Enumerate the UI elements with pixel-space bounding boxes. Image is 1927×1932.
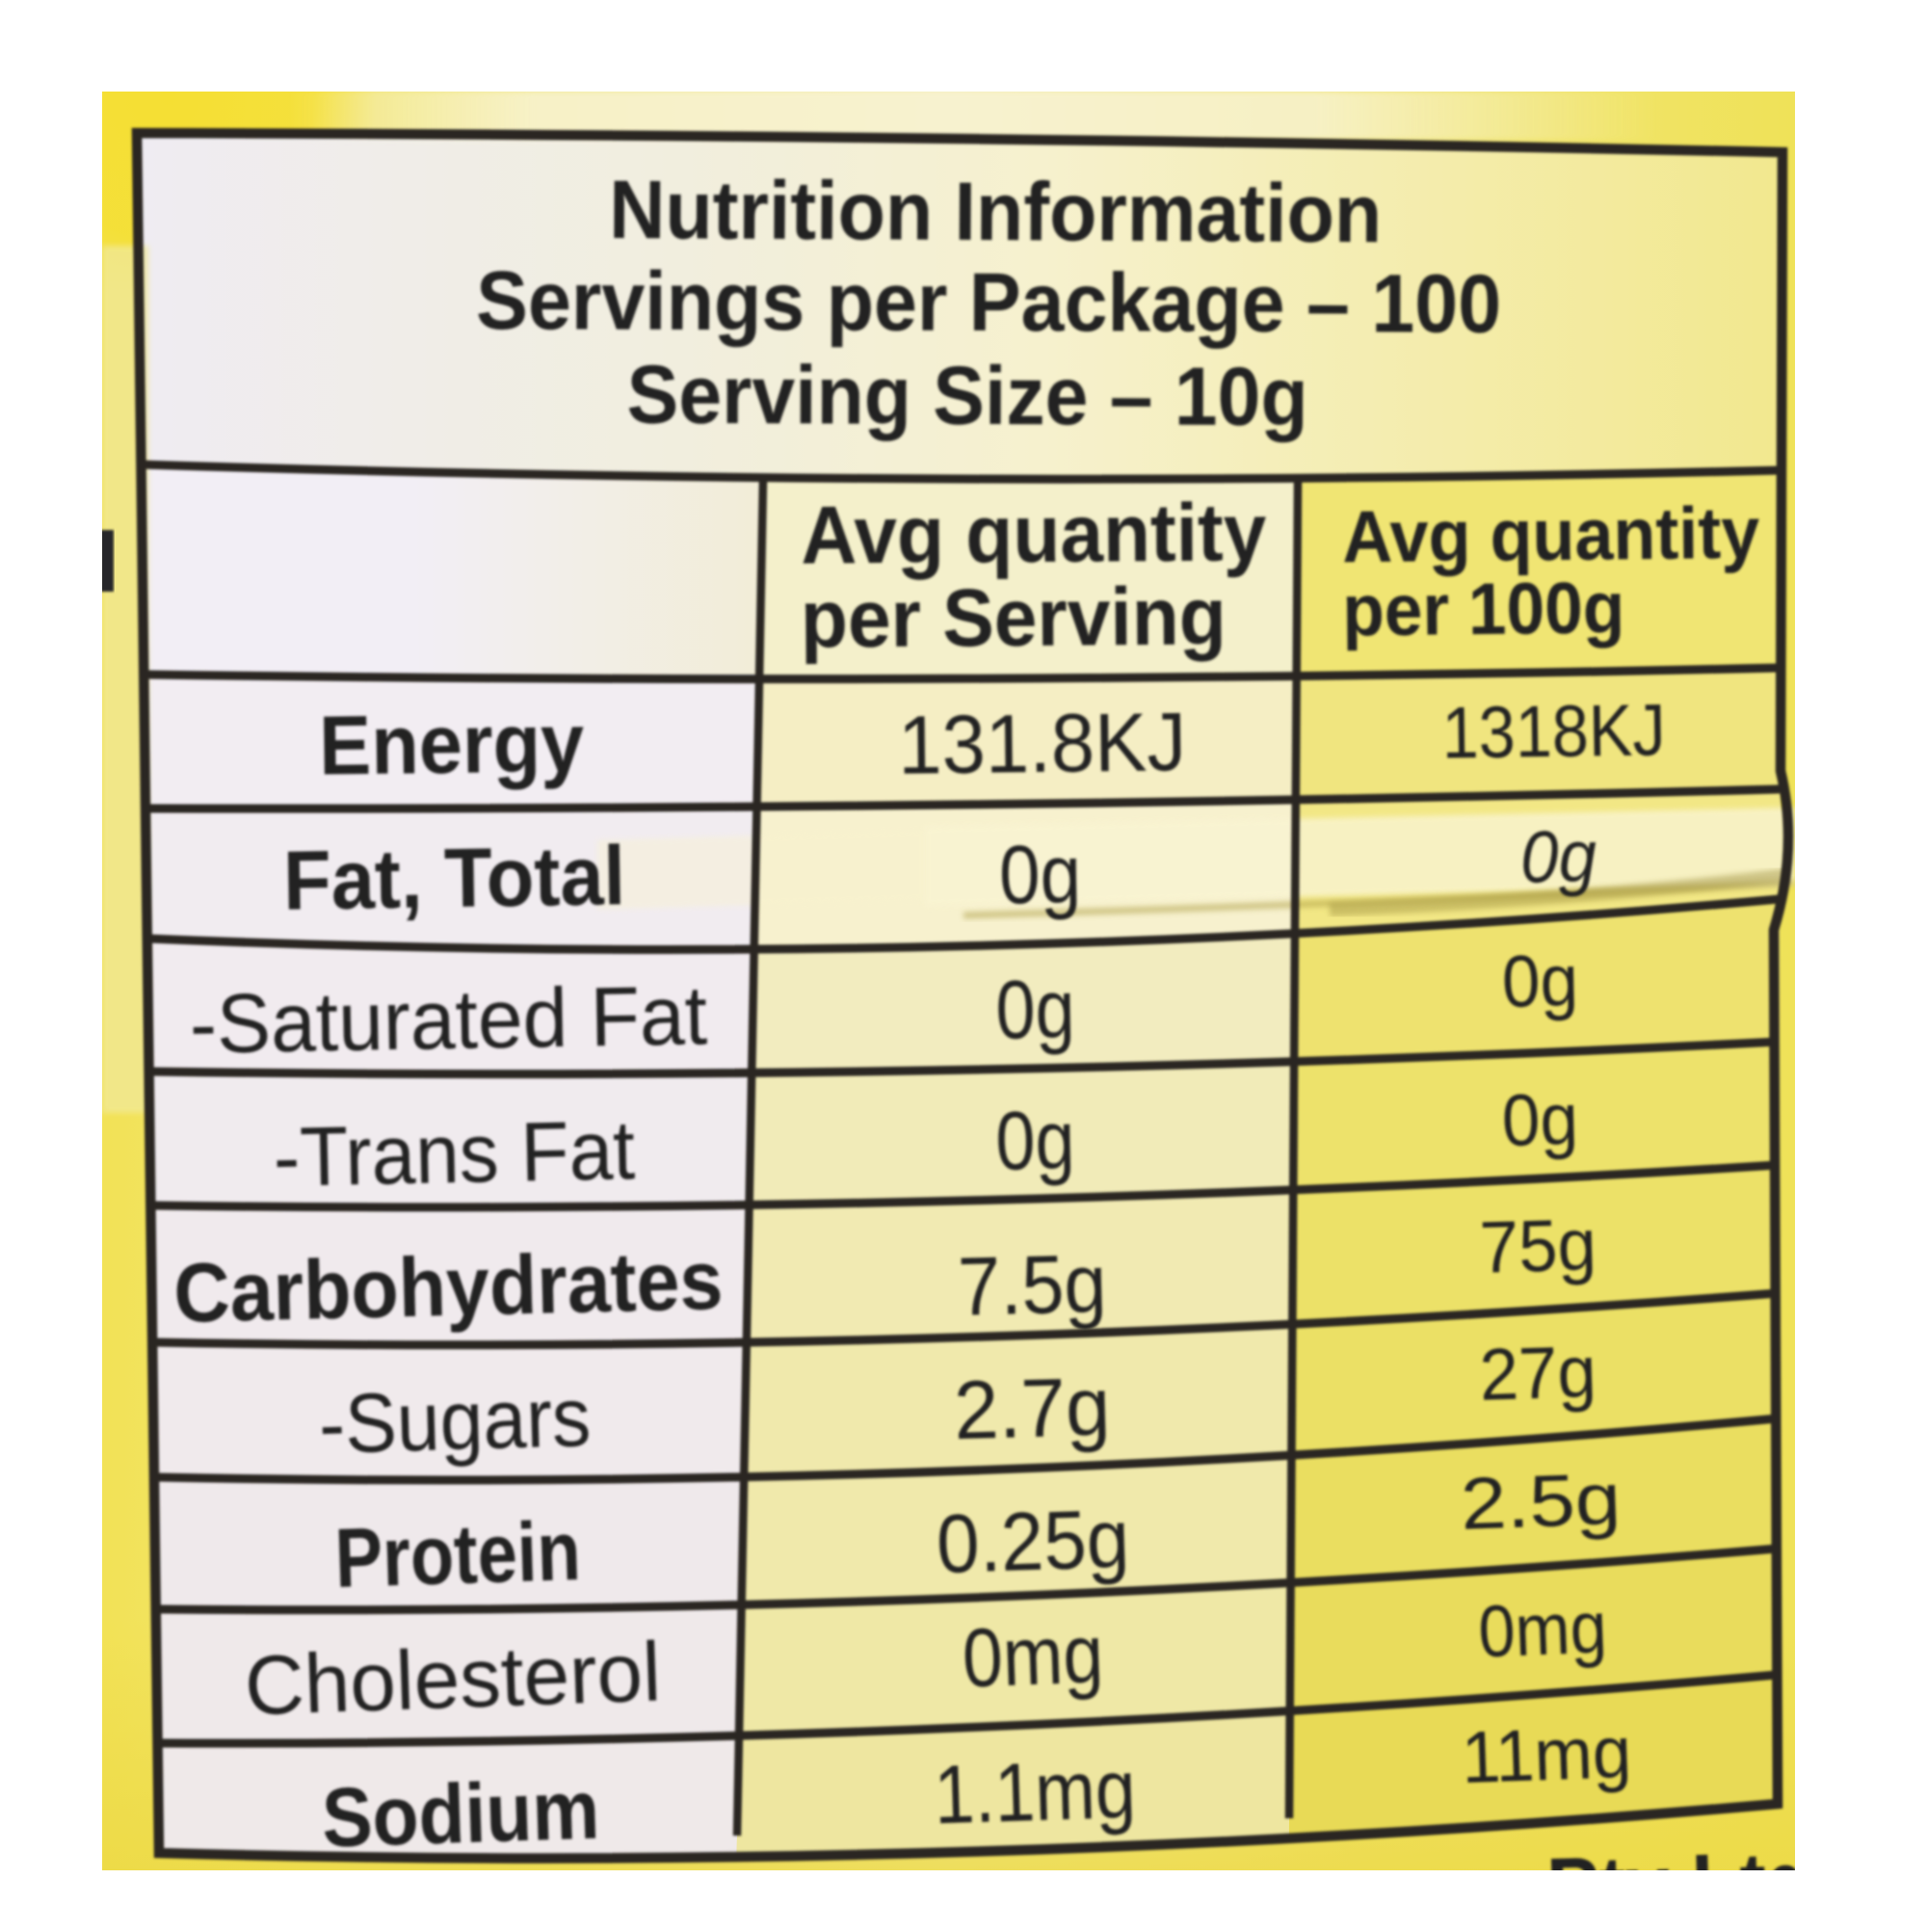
svg-text:Protein: Protein — [333, 1504, 582, 1605]
svg-text:2.5g: 2.5g — [1460, 1458, 1623, 1546]
svg-text:Fat, Total: Fat, Total — [282, 829, 625, 928]
svg-text:Avg quantity: Avg quantity — [801, 487, 1267, 581]
svg-text:0g: 0g — [994, 1094, 1075, 1188]
svg-text:Energy: Energy — [319, 696, 585, 792]
svg-text:per 100g: per 100g — [1342, 567, 1625, 651]
svg-text:Avg quantity: Avg quantity — [1342, 492, 1760, 579]
svg-text:75g: 75g — [1479, 1204, 1597, 1288]
svg-text:-Saturated Fat: -Saturated Fat — [189, 968, 708, 1071]
svg-text:0.25g: 0.25g — [936, 1493, 1131, 1591]
svg-text:1318KJ: 1318KJ — [1441, 689, 1666, 774]
svg-text:Pty Ltd: Pty Ltd — [1545, 1835, 1815, 1927]
svg-text:0g: 0g — [1519, 815, 1597, 898]
svg-text:0g: 0g — [995, 963, 1076, 1056]
svg-text:Sodium: Sodium — [321, 1763, 601, 1866]
svg-text:11mg: 11mg — [1461, 1711, 1633, 1799]
svg-text:0mg: 0mg — [1477, 1586, 1608, 1673]
svg-text:per Serving: per Serving — [800, 570, 1227, 665]
svg-text:Cholesterol: Cholesterol — [243, 1626, 662, 1734]
svg-text:131.8KJ: 131.8KJ — [898, 696, 1187, 792]
svg-text:2.7g: 2.7g — [953, 1361, 1112, 1457]
svg-text:0g: 0g — [1501, 940, 1579, 1023]
svg-text:Serving Size – 10g: Serving Size – 10g — [626, 349, 1307, 443]
svg-text:27g: 27g — [1478, 1331, 1597, 1416]
svg-text:0g: 0g — [1501, 1078, 1579, 1162]
svg-text:Servings per Package – 100: Servings per Package – 100 — [476, 254, 1501, 351]
svg-text:7.5g: 7.5g — [957, 1237, 1107, 1334]
svg-text:1.1mg: 1.1mg — [933, 1743, 1137, 1842]
svg-text:-Trans Fat: -Trans Fat — [273, 1103, 636, 1204]
svg-text:-Sugars: -Sugars — [318, 1370, 593, 1471]
svg-text:Carbohydrates: Carbohydrates — [172, 1233, 724, 1340]
svg-text:0mg: 0mg — [961, 1607, 1104, 1705]
svg-text:Nutrition Information: Nutrition Information — [609, 164, 1382, 260]
svg-text:0g: 0g — [998, 828, 1081, 921]
